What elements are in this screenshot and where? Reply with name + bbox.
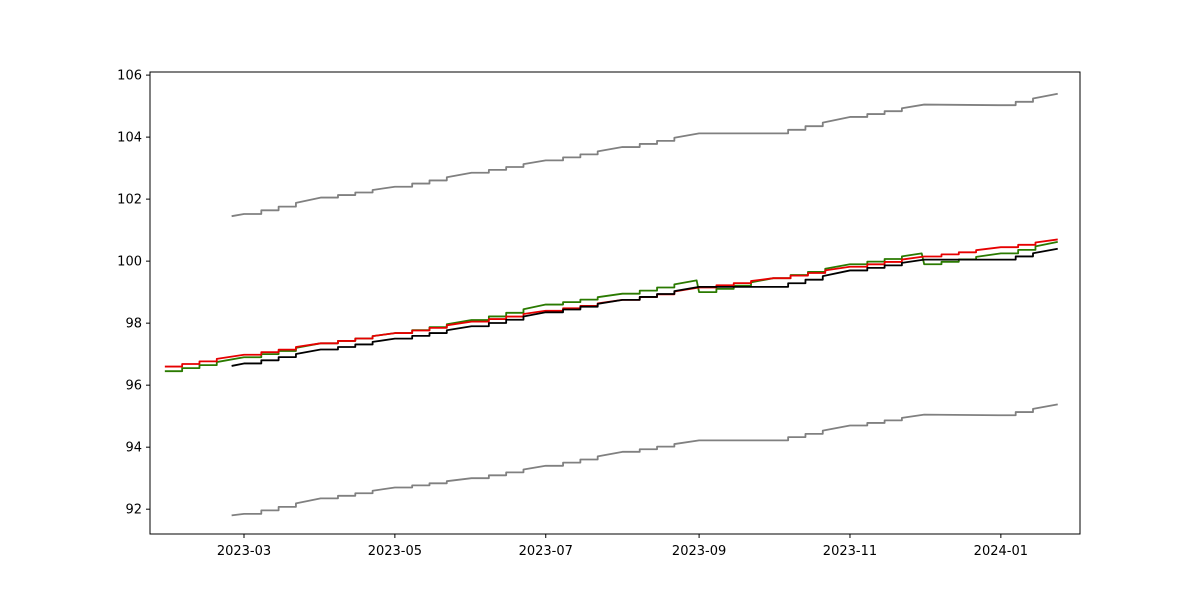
x-tick-label: 2023-03	[217, 544, 271, 559]
x-axis: 2023-03 2023-05 2023-07 2023-09 2023-11 2024-…	[217, 534, 1028, 559]
y-tick-label: 96	[125, 379, 142, 394]
series-line-5	[231, 247, 1058, 367]
y-tick-label: 98	[125, 317, 142, 332]
x-tick-label: 2024-01	[974, 544, 1028, 559]
x-tick-label: 2023-07	[519, 544, 573, 559]
y-tick-label: 100	[117, 255, 142, 270]
y-tick-label: 104	[117, 131, 142, 146]
series-layer	[164, 92, 1058, 517]
x-tick-label: 2023-05	[368, 544, 422, 559]
y-tick-label: 102	[117, 193, 142, 208]
y-axis: 92 94 96 98 100 102 104 106	[117, 69, 150, 518]
y-tick-label: 92	[125, 503, 142, 518]
y-tick-label: 94	[125, 441, 142, 456]
plot-frame	[149, 71, 1081, 535]
series-line-2	[231, 403, 1058, 517]
series-line-1	[231, 92, 1058, 218]
x-tick-label: 2023-11	[823, 544, 877, 559]
x-tick-label: 2023-09	[672, 544, 726, 559]
y-tick-label: 106	[117, 69, 142, 84]
